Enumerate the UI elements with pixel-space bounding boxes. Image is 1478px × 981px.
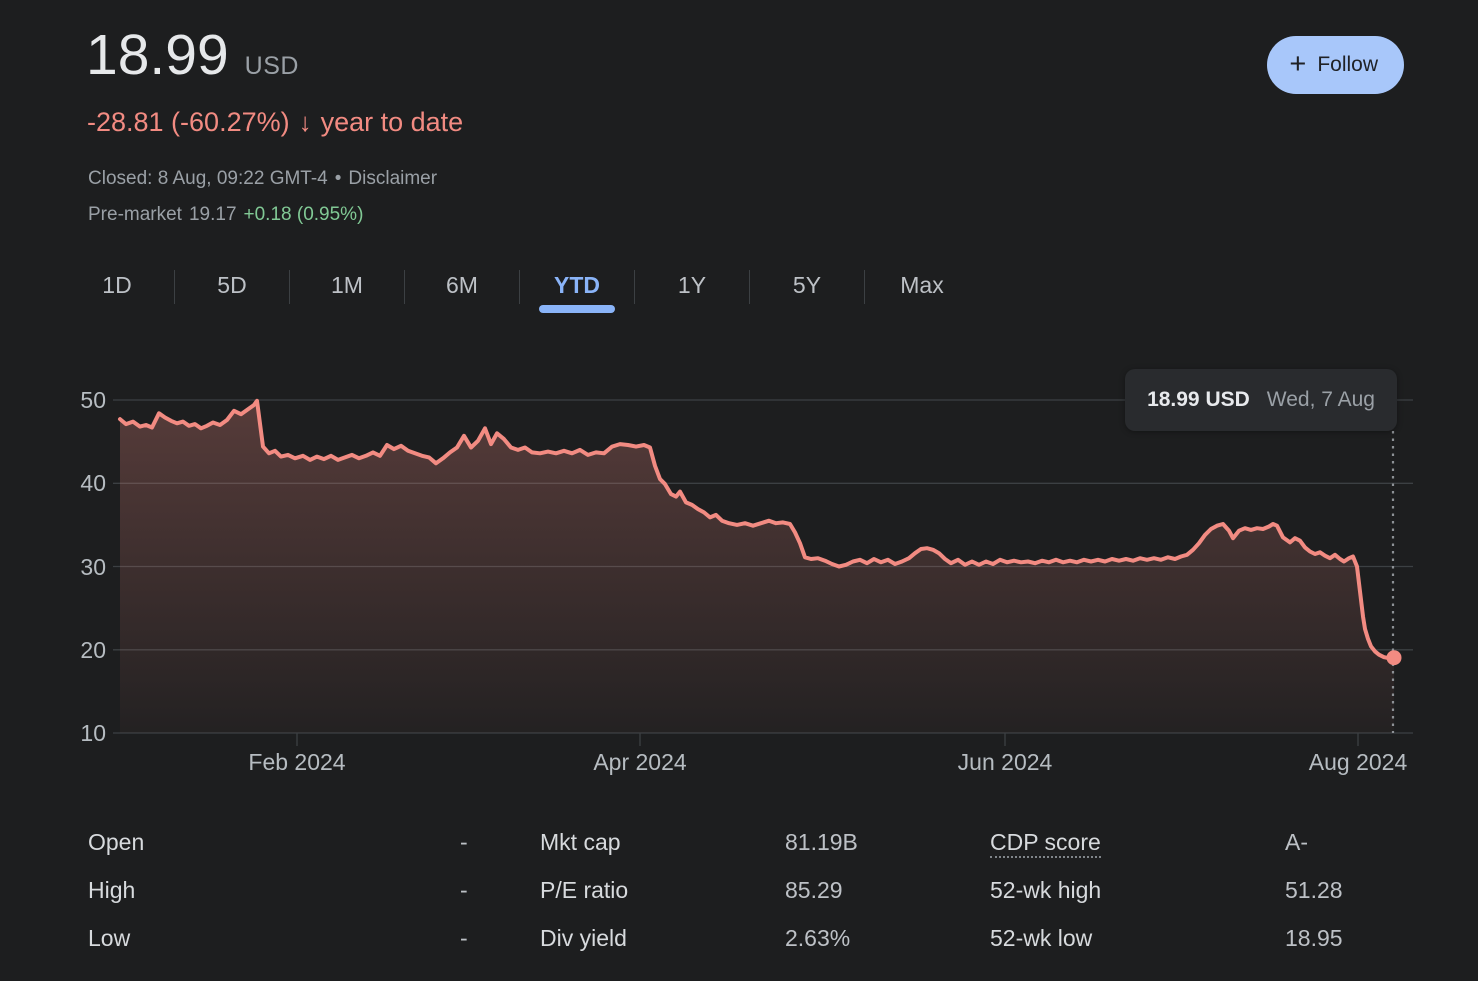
stat-label: 52-wk low — [990, 924, 1093, 951]
tab-divider — [634, 270, 635, 304]
stat-label: 52-wk high — [990, 876, 1102, 903]
change-period: year to date — [320, 107, 464, 137]
tab-1m[interactable]: 1M — [331, 272, 363, 298]
price-chart-svg — [113, 386, 1413, 746]
stats-column-range: CDP score A- 52-wk high 51.28 52-wk low … — [990, 818, 1413, 962]
x-axis-tick-label: Feb 2024 — [248, 749, 346, 775]
stat-row-low: Low - — [88, 914, 540, 962]
premarket-row: Pre-market 19.17 +0.18 (0.95%) — [88, 204, 363, 226]
price-change-row: -28.81 (-60.27%) ↓ year to date — [87, 107, 463, 138]
premarket-label: Pre-market — [88, 204, 182, 225]
stat-label: Low — [88, 924, 131, 951]
stat-value: 18.95 — [1285, 924, 1343, 951]
stat-row-52wk-high: 52-wk high 51.28 — [990, 866, 1413, 914]
plus-icon: + — [1289, 47, 1307, 80]
price-header: 18.99 USD — [86, 22, 299, 88]
stat-value: - — [460, 876, 468, 903]
change-amount: -28.81 (-60.27%) — [87, 107, 290, 137]
currency-label: USD — [244, 52, 299, 80]
market-status-text: Closed: 8 Aug, 09:22 GMT-4 — [88, 168, 328, 189]
y-axis-tick-label: 40 — [80, 470, 106, 497]
follow-button[interactable]: + Follow — [1267, 36, 1404, 94]
tab-max[interactable]: Max — [900, 272, 944, 298]
stat-label: Open — [88, 828, 145, 855]
stat-value: 81.19B — [785, 828, 858, 855]
dot-separator: • — [334, 168, 342, 189]
stat-value: 85.29 — [785, 876, 843, 903]
stat-row-52wk-low: 52-wk low 18.95 — [990, 914, 1413, 962]
stat-label: P/E ratio — [540, 876, 629, 903]
stat-label: Mkt cap — [540, 828, 621, 855]
tooltip-date: Wed, 7 Aug — [1266, 388, 1375, 411]
tab-divider — [289, 270, 290, 304]
premarket-price: 19.17 — [188, 204, 237, 225]
tab-1d[interactable]: 1D — [102, 272, 132, 298]
stat-label: High — [88, 876, 136, 903]
stat-row-div-yield: Div yield 2.63% — [540, 914, 990, 962]
tab-divider — [404, 270, 405, 304]
stat-value: A- — [1285, 828, 1308, 855]
market-status-row: Closed: 8 Aug, 09:22 GMT-4 • Disclaimer — [88, 168, 437, 190]
stat-value: - — [460, 828, 468, 855]
current-price: 18.99 — [86, 23, 229, 87]
stat-row-mktcap: Mkt cap 81.19B — [540, 818, 990, 866]
cdp-score-link[interactable]: CDP score — [990, 828, 1101, 858]
chart-tooltip: 18.99 USD Wed, 7 Aug — [1125, 369, 1397, 431]
tab-5d[interactable]: 5D — [217, 272, 247, 298]
y-axis-tick-label: 30 — [80, 553, 106, 580]
stat-row-cdp-score: CDP score A- — [990, 818, 1413, 866]
stat-row-open: Open - — [88, 818, 540, 866]
y-axis-tick-label: 10 — [80, 720, 106, 746]
tooltip-price: 18.99 USD — [1147, 388, 1250, 411]
premarket-change: +0.18 (0.95%) — [243, 204, 364, 225]
stat-row-pe-ratio: P/E ratio 85.29 — [540, 866, 990, 914]
tab-5y[interactable]: 5Y — [792, 272, 822, 298]
tab-divider — [864, 270, 865, 304]
stats-column-ohl: Open - High - Low - — [88, 818, 540, 962]
follow-button-label: Follow — [1317, 53, 1378, 76]
price-chart[interactable] — [113, 386, 1413, 748]
disclaimer-link[interactable]: Disclaimer — [348, 168, 438, 189]
tab-1y[interactable]: 1Y — [677, 272, 707, 298]
tab-divider — [749, 270, 750, 304]
stat-row-high: High - — [88, 866, 540, 914]
stats-column-valuation: Mkt cap 81.19B P/E ratio 85.29 Div yield… — [540, 818, 990, 962]
x-axis-tick-label: Aug 2024 — [1308, 749, 1408, 775]
time-range-tabs: 1D 5D 1M 6M YTD 1Y 5Y Max — [60, 261, 979, 313]
stats-table: Open - High - Low - Mkt cap 81.19B P/E r… — [88, 818, 1413, 962]
x-axis-tick-label: Jun 2024 — [957, 749, 1053, 775]
tab-divider — [174, 270, 175, 304]
stat-value: 2.63% — [785, 924, 851, 951]
stat-label: Div yield — [540, 924, 627, 951]
y-axis-tick-label: 20 — [80, 636, 106, 663]
tab-ytd[interactable]: YTD — [520, 261, 634, 313]
stat-value: - — [460, 924, 468, 951]
stat-value: 51.28 — [1285, 876, 1343, 903]
x-axis-tick-label: Apr 2024 — [593, 749, 687, 775]
y-axis-tick-label: 50 — [80, 387, 106, 413]
tab-6m[interactable]: 6M — [446, 272, 478, 298]
arrow-down-icon: ↓ — [298, 107, 312, 137]
